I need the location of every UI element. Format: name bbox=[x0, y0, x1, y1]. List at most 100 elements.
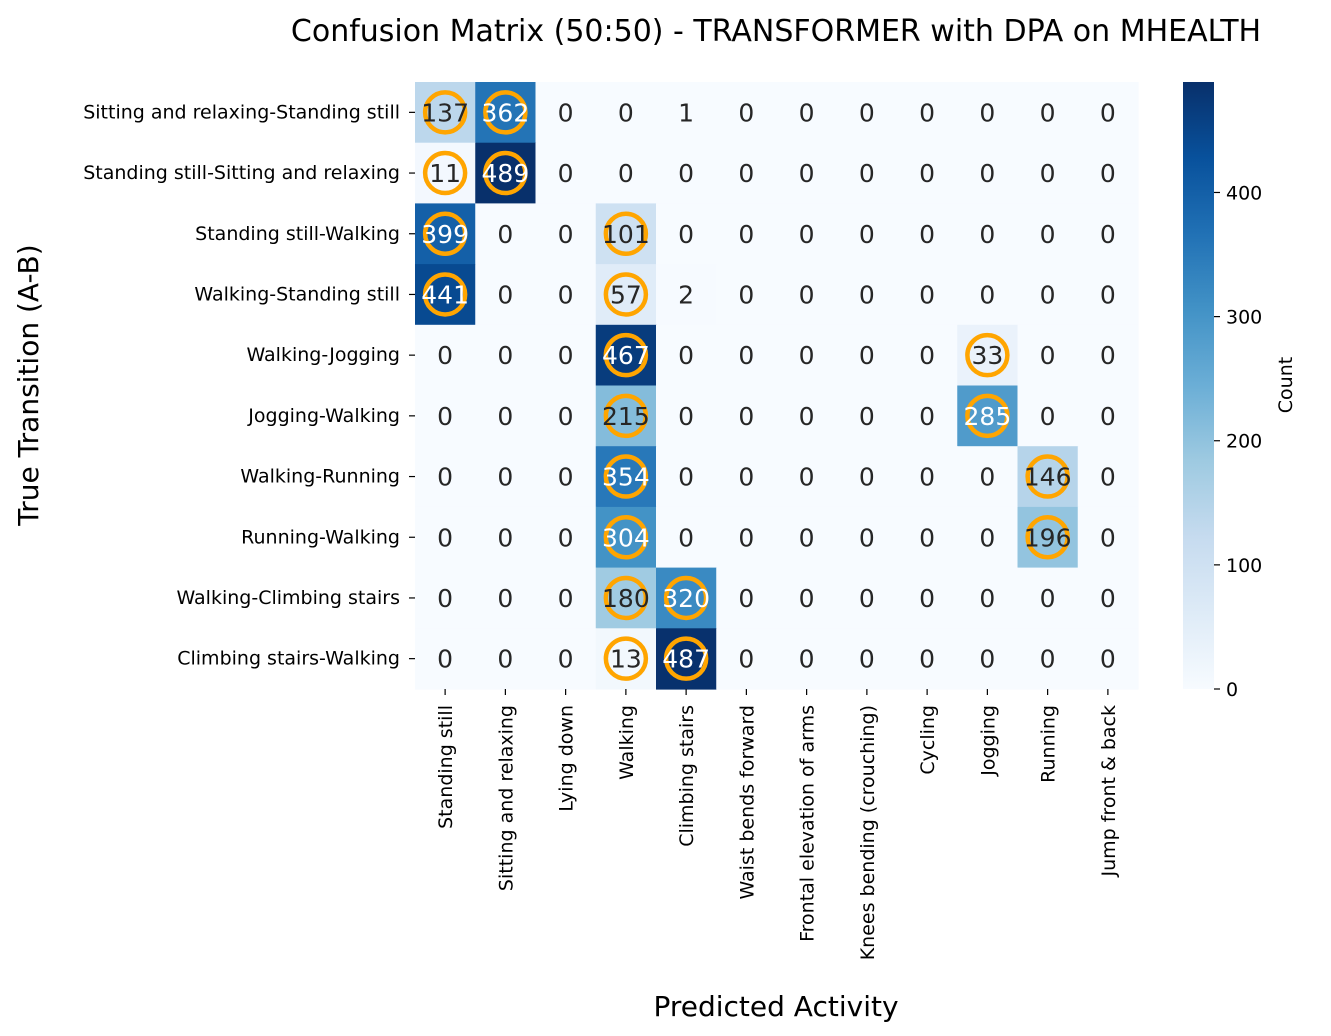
highlight-ring bbox=[603, 211, 649, 256]
heatmap-cell bbox=[897, 446, 958, 508]
heatmap-cell bbox=[475, 506, 537, 569]
heatmap-cell bbox=[1077, 142, 1139, 204]
heatmap-cell bbox=[716, 567, 778, 629]
cell-value-label: 0 bbox=[497, 523, 513, 552]
cell-value-label: 0 bbox=[558, 584, 574, 613]
cell-value-label: 0 bbox=[1040, 341, 1056, 370]
cell-value-label: 0 bbox=[497, 584, 513, 613]
cell-value-label: 0 bbox=[799, 220, 815, 249]
y-axis-label: True Transition (A-B) bbox=[12, 244, 45, 526]
cell-value-label: 399 bbox=[421, 220, 469, 249]
cell-value-label: 0 bbox=[979, 98, 995, 127]
cell-value-label: 0 bbox=[919, 341, 935, 370]
heatmap-cell bbox=[776, 203, 838, 265]
cell-value-label: 0 bbox=[1040, 159, 1056, 188]
heatmap-cell bbox=[776, 628, 838, 690]
cell-value-label: 0 bbox=[859, 463, 875, 492]
cell-value-label: 0 bbox=[919, 159, 935, 188]
heatmap-cell bbox=[595, 142, 657, 204]
heatmap-cell bbox=[776, 506, 838, 569]
cell-value-label: 146 bbox=[1024, 463, 1072, 492]
highlight-ring bbox=[603, 515, 649, 560]
cell-value-label: 0 bbox=[859, 220, 875, 249]
cell-value-label: 0 bbox=[738, 341, 754, 370]
cell-value-labels: 137 362 0 0 1 0 0 0 0 0 0 0 11 489 0 0 0 0 0 0 0 0 0 0 399 0 0 101 0… bbox=[421, 98, 1116, 673]
highlight-ring bbox=[603, 393, 649, 439]
cell-value-label: 0 bbox=[437, 341, 453, 370]
cell-value-label: 0 bbox=[1040, 280, 1056, 309]
heatmap-cell bbox=[1077, 567, 1139, 629]
heatmap-cell bbox=[776, 324, 838, 387]
heatmap-cell bbox=[776, 82, 838, 144]
heatmap-cell bbox=[897, 82, 958, 144]
heatmap-cell bbox=[1017, 385, 1079, 447]
heatmap-cell bbox=[656, 506, 717, 569]
cell-value-label: 487 bbox=[662, 645, 710, 674]
y-tick-label: Standing still-Walking bbox=[195, 223, 400, 245]
heatmap-cell bbox=[1017, 567, 1079, 629]
cell-value-label: 304 bbox=[602, 523, 650, 552]
cell-value-label: 0 bbox=[1100, 523, 1116, 552]
heatmap-cell bbox=[716, 324, 778, 387]
heatmap-cell bbox=[1077, 264, 1139, 326]
cell-value-label: 0 bbox=[497, 220, 513, 249]
cell-value-label: 0 bbox=[558, 645, 574, 674]
highlight-ring bbox=[422, 211, 468, 256]
heatmap-cell bbox=[1017, 628, 1079, 690]
heatmap-cell bbox=[535, 506, 597, 569]
cell-value-label: 0 bbox=[859, 523, 875, 552]
heatmap-cell bbox=[716, 82, 778, 144]
cell-value-label: 0 bbox=[919, 280, 935, 309]
cell-value-label: 0 bbox=[1040, 645, 1056, 674]
heatmap-cell bbox=[1077, 203, 1139, 265]
cell-value-label: 320 bbox=[662, 584, 710, 613]
cell-value-label: 0 bbox=[799, 402, 815, 431]
cell-value-label: 0 bbox=[1100, 402, 1116, 431]
x-tick-label: Walking bbox=[616, 705, 638, 780]
heatmap-cell bbox=[1077, 446, 1139, 508]
x-tick-label: Standing still bbox=[435, 705, 457, 829]
cell-value-label: 0 bbox=[799, 280, 815, 309]
cell-value-label: 0 bbox=[678, 159, 694, 188]
heatmap-cell bbox=[535, 446, 597, 508]
cell-value-label: 0 bbox=[678, 523, 694, 552]
heatmap-cell bbox=[897, 628, 958, 690]
highlight-ring bbox=[483, 150, 528, 196]
heatmap-cell bbox=[415, 446, 476, 508]
heatmap-cell bbox=[836, 82, 898, 144]
heatmap-cell bbox=[415, 506, 476, 569]
cell-value-label: 0 bbox=[859, 584, 875, 613]
heatmap-cell bbox=[836, 324, 898, 387]
heatmap-cell bbox=[535, 567, 597, 629]
x-tick-label: Jogging bbox=[977, 705, 999, 777]
cell-value-label: 0 bbox=[437, 584, 453, 613]
heatmap-cell bbox=[957, 567, 1019, 629]
cell-value-label: 0 bbox=[979, 584, 995, 613]
heatmap-cell bbox=[776, 142, 838, 204]
heatmap-cell bbox=[475, 203, 537, 265]
highlight-ring bbox=[1025, 515, 1070, 560]
heatmap-cell bbox=[836, 142, 898, 204]
cell-value-label: 489 bbox=[482, 159, 530, 188]
cell-value-label: 0 bbox=[738, 645, 754, 674]
heatmap-cell bbox=[1077, 82, 1139, 144]
heatmap-cell bbox=[836, 264, 898, 326]
cell-value-label: 0 bbox=[799, 159, 815, 188]
heatmap-cell bbox=[1077, 628, 1139, 690]
heatmap-cell bbox=[1017, 264, 1079, 326]
highlight-ring bbox=[483, 90, 528, 135]
y-axis-ticks: Sitting and relaxing-Standing still Stand… bbox=[83, 101, 415, 670]
cell-value-label: 0 bbox=[738, 220, 754, 249]
cell-value-label: 0 bbox=[799, 523, 815, 552]
cell-value-label: 0 bbox=[738, 523, 754, 552]
cell-value-label: 467 bbox=[602, 341, 650, 370]
heatmap-cell bbox=[415, 567, 476, 629]
heatmap-cell bbox=[535, 324, 597, 387]
heatmap-cell bbox=[415, 324, 476, 387]
cell-value-label: 0 bbox=[979, 159, 995, 188]
x-tick-label: Jump front & back bbox=[1098, 705, 1120, 878]
heatmap-cell bbox=[897, 203, 958, 265]
colorbar-tick-label: 100 bbox=[1226, 555, 1262, 577]
highlight-ring bbox=[663, 575, 709, 621]
